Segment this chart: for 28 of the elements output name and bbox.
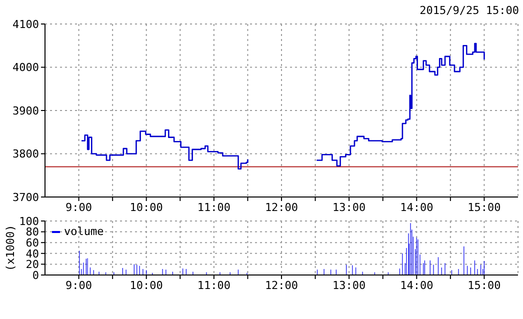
x-tick-label: 14:00 [400, 278, 434, 292]
x-tick-label: 9:00 [66, 278, 92, 292]
y-tick-label: 0 [32, 268, 39, 282]
y-tick-label: 3700 [12, 190, 39, 204]
y-tick-label: 100 [19, 214, 39, 228]
x-tick-label: 10:00 [130, 200, 163, 214]
y-tick-label: 4100 [12, 18, 39, 31]
x-tick-label: 12:00 [264, 278, 298, 292]
x-tick-label: 11:00 [197, 278, 230, 292]
x-tick-label: 11:00 [197, 200, 230, 214]
x-tick-label: 14:00 [400, 200, 434, 214]
x-tick-label: 13:00 [332, 200, 366, 214]
y-tick-label: 3800 [12, 148, 39, 161]
y-tick-label: 40 [26, 247, 39, 260]
x-tick-label: 10:00 [130, 278, 163, 292]
y-tick-label: 3900 [12, 104, 39, 118]
y-tick-label: 4000 [12, 61, 39, 74]
legend-label: volume [63, 225, 104, 238]
y-axis-title: (x1000) [4, 224, 17, 272]
chart-title: 2015/9/25 15:00 [420, 4, 519, 17]
y-tick-label: 60 [26, 236, 39, 250]
x-tick-label: 13:00 [332, 278, 366, 292]
y-tick-label: 20 [26, 258, 39, 272]
x-tick-label: 15:00 [468, 200, 501, 214]
x-tick-label: 12:00 [264, 200, 298, 214]
x-tick-label: 9:00 [66, 200, 92, 214]
x-tick-label: 15:00 [468, 278, 501, 292]
y-tick-label: 80 [26, 226, 39, 239]
